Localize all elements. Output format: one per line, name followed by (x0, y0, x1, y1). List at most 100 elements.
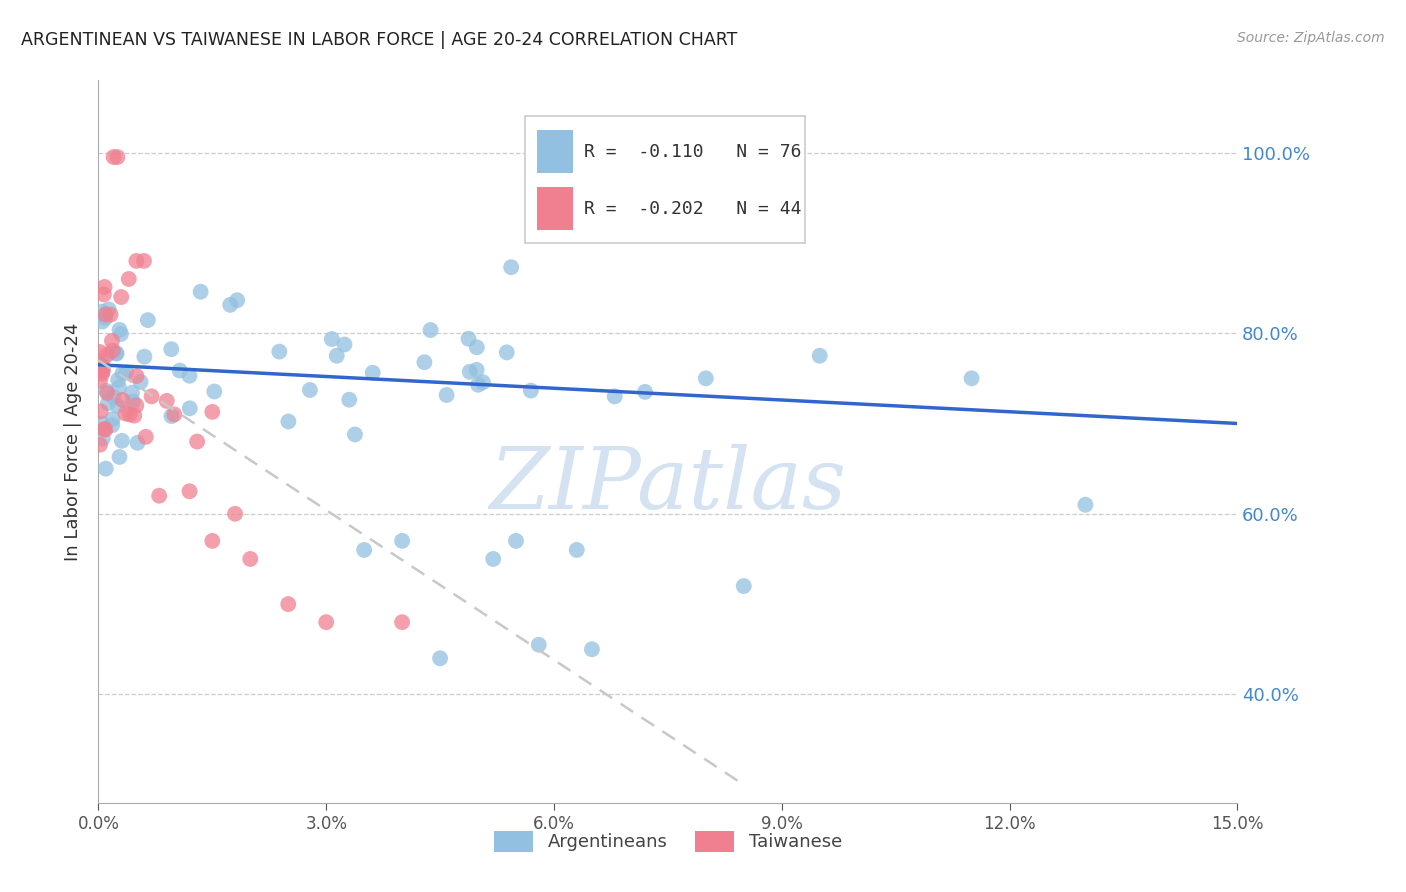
Point (1074, 498, 1097, 512)
Point (110, 290, 132, 304)
Point (527, 638, 550, 652)
Point (333, 337, 356, 351)
Point (960, 371, 983, 385)
Legend: Argentineans, Taiwanese: Argentineans, Taiwanese (486, 823, 849, 859)
Point (111, 434, 134, 448)
Point (141, 389, 163, 403)
Point (186, 434, 208, 449)
Point (224, 507, 246, 521)
Point (114, 407, 136, 421)
Point (190, 285, 212, 299)
Point (118, 272, 141, 286)
Point (111, 366, 134, 380)
Point (93, 422, 115, 436)
Point (458, 365, 481, 379)
Point (118, 408, 141, 422)
Point (111, 392, 134, 407)
Point (91, 315, 114, 329)
Point (179, 401, 201, 416)
Point (91, 432, 114, 446)
Point (413, 355, 436, 369)
Point (89, 438, 111, 452)
Point (96, 348, 118, 362)
Point (94, 461, 117, 475)
Point (107, 373, 129, 387)
Point (179, 484, 201, 499)
Point (108, 380, 131, 394)
Point (91, 367, 114, 381)
Point (97, 302, 120, 317)
Point (219, 298, 242, 312)
Point (343, 427, 366, 442)
Point (467, 377, 489, 392)
Text: ARGENTINEAN VS TAIWANESE IN LABOR FORCE | AGE 20-24 CORRELATION CHART: ARGENTINEAN VS TAIWANESE IN LABOR FORCE … (21, 31, 738, 49)
Point (89, 345, 111, 359)
Point (501, 260, 523, 275)
Point (202, 384, 225, 399)
Point (132, 253, 155, 268)
Point (125, 253, 148, 268)
Point (101, 390, 124, 404)
Point (325, 349, 347, 363)
Point (91, 354, 114, 368)
Point (733, 579, 755, 593)
Point (201, 405, 224, 419)
Point (91, 364, 114, 378)
Point (135, 430, 157, 444)
Point (163, 408, 186, 422)
Point (619, 168, 641, 182)
Point (565, 542, 588, 557)
Point (134, 350, 156, 364)
Point (169, 363, 191, 377)
Point (226, 293, 249, 308)
Point (277, 415, 299, 429)
Point (337, 392, 360, 407)
Point (429, 651, 451, 665)
Point (465, 340, 488, 354)
Text: Source: ZipAtlas.com: Source: ZipAtlas.com (1237, 31, 1385, 45)
Point (156, 393, 179, 408)
Point (436, 388, 458, 402)
Point (148, 489, 170, 503)
Point (100, 308, 122, 322)
Point (419, 323, 441, 337)
Point (89, 374, 111, 388)
Point (91, 304, 114, 318)
Point (101, 412, 124, 426)
Point (391, 533, 413, 548)
Point (471, 376, 494, 390)
Point (465, 363, 488, 377)
Point (94, 423, 117, 437)
Point (91, 362, 114, 376)
Point (581, 642, 603, 657)
Point (160, 342, 183, 356)
Point (277, 597, 299, 611)
Point (361, 366, 384, 380)
Point (110, 326, 132, 341)
Point (160, 409, 183, 423)
Point (94, 308, 117, 322)
Point (495, 345, 517, 359)
Point (90, 359, 112, 373)
Point (321, 332, 343, 346)
Point (101, 334, 124, 348)
Point (90, 404, 112, 418)
Point (482, 552, 505, 566)
Point (125, 398, 148, 412)
Point (121, 385, 143, 400)
Point (124, 409, 146, 423)
Point (457, 332, 479, 346)
Point (695, 371, 717, 385)
Text: ZIPatlas: ZIPatlas (489, 443, 846, 526)
Point (520, 384, 543, 398)
Point (127, 435, 149, 450)
Point (107, 399, 129, 413)
Point (505, 533, 527, 548)
Point (101, 418, 124, 433)
Point (129, 375, 152, 389)
Point (97, 396, 120, 410)
Point (136, 313, 159, 327)
Point (201, 533, 224, 548)
Point (93, 287, 115, 301)
Point (179, 368, 201, 383)
